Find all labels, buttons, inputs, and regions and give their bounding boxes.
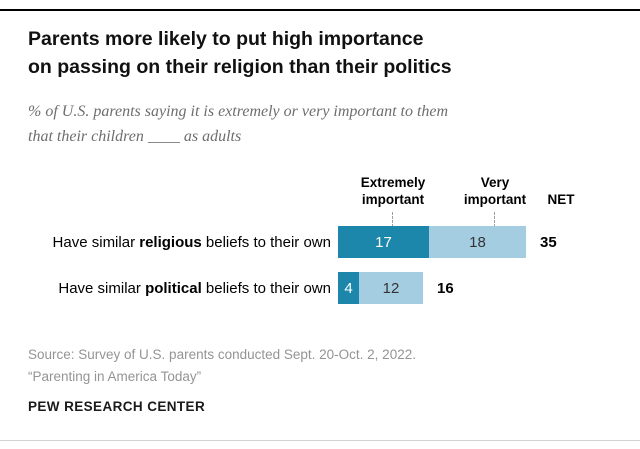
row-label-religious: Have similar religious beliefs to their … [0,226,338,258]
bar-row-religious: Have similar religious beliefs to their … [0,226,557,258]
chart-title-line-2: on passing on their religion than their … [28,56,452,78]
row-label-bold-word: religious [139,233,202,251]
bar-value-label: 18 [469,233,486,251]
row-label-prefix: Have similar [52,233,140,251]
bar-very-important-political: 12 [359,272,423,304]
row-label-suffix: beliefs to their own [201,233,331,251]
chart-subtitle-line-1: % of U.S. parents saying it is extremely… [28,103,449,120]
row-label-text: Have similar political beliefs to their … [58,280,331,297]
header-tick-very [494,212,495,227]
column-header-net: NET [547,192,575,207]
source-line-2: “Parenting in America Today” [28,369,202,384]
row-label-suffix: beliefs to their own [201,279,331,297]
source-note: Source: Survey of U.S. parents conducted… [28,344,416,388]
pew-research-center-wordmark: PEW RESEARCH CENTER [28,399,206,414]
row-label-prefix: Have similar [58,279,146,297]
column-header-extremely-important: Extremely important [360,175,426,207]
top-border-rule [0,9,640,11]
bar-group-political: 4 12 [338,272,423,304]
chart-subtitle: % of U.S. parents saying it is extremely… [28,99,448,149]
column-header-very-important: Very important [463,175,527,207]
bar-value-label: 17 [375,233,392,251]
chart-subtitle-line-2: that their children ____ as adults [28,128,242,145]
row-label-bold-word: political [145,279,202,297]
bottom-border-rule [0,440,640,441]
bar-extremely-important-religious: 17 [338,226,429,258]
bar-very-important-religious: 18 [429,226,526,258]
chart-title-line-1: Parents more likely to put high importan… [28,28,424,50]
row-label-text: Have similar religious beliefs to their … [53,234,331,251]
net-value-religious: 35 [540,233,557,251]
bar-value-label: 4 [344,279,353,297]
bar-extremely-important-political: 4 [338,272,359,304]
net-value-political: 16 [437,279,454,297]
bar-value-label: 12 [382,279,400,297]
bar-row-political: Have similar political beliefs to their … [0,272,454,304]
source-line-1: Source: Survey of U.S. parents conducted… [28,347,416,362]
row-label-political: Have similar political beliefs to their … [0,272,338,304]
header-tick-extremely [392,212,393,227]
bar-group-religious: 17 18 [338,226,526,258]
chart-title: Parents more likely to put high importan… [28,25,452,81]
